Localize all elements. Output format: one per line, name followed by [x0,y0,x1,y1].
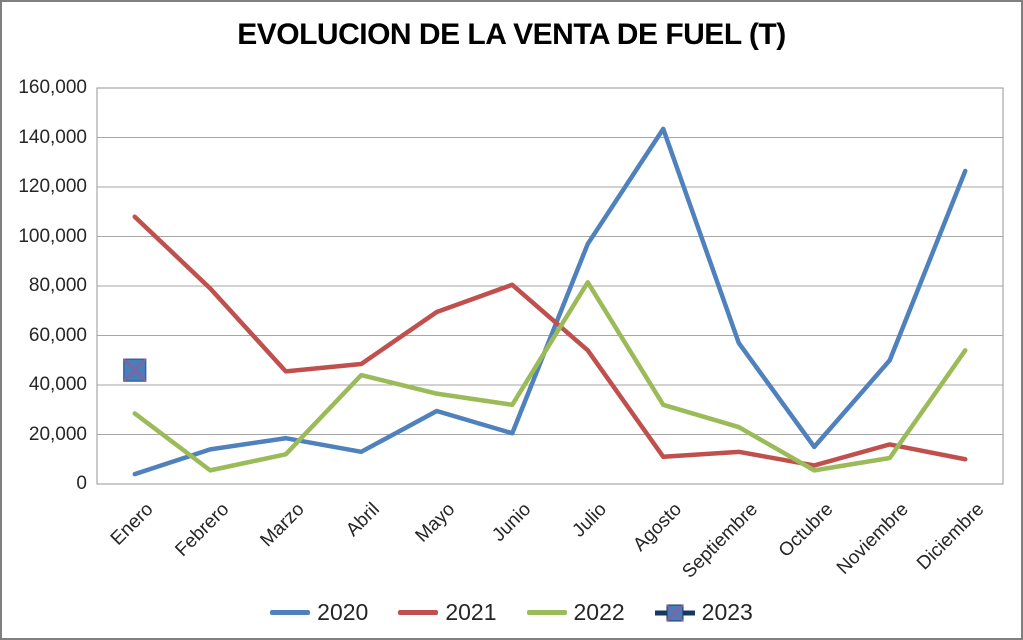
legend-swatch [398,610,439,615]
y-tick-label: 100,000 [18,225,87,247]
legend-swatch [654,603,695,622]
legend-label: 2023 [701,599,753,625]
series-line-2021 [132,214,968,468]
legend-label: 2021 [445,599,497,625]
legend-item-2023: 2023 [654,599,753,626]
y-tick-label: 60,000 [28,324,87,346]
y-tick-label: 0 [76,473,87,494]
y-tick-label: 140,000 [18,126,87,148]
legend-swatch [526,610,567,615]
y-tick-label: 120,000 [18,176,87,197]
y-tick-label: 80,000 [28,275,87,296]
legend-item-2022: 2022 [526,599,625,626]
legend: 2020 2021 2022 2023 [2,599,1021,626]
chart-title: EVOLUCION DE LA VENTA DE FUEL (T) [237,18,786,51]
legend-swatch [270,610,311,615]
series-2023-marker-cross [122,358,147,383]
y-tick-label: 160,000 [18,77,87,98]
y-tick-label: 40,000 [28,374,87,395]
legend-label: 2020 [317,599,369,625]
legend-item-2021: 2021 [398,599,497,626]
series-line-2020 [132,126,968,477]
plot-border [96,87,1004,485]
series-line-2022 [132,280,968,473]
legend-item-2020: 2020 [270,599,368,626]
legend-label: 2022 [573,599,625,625]
y-tick-label: 20,000 [28,423,87,445]
